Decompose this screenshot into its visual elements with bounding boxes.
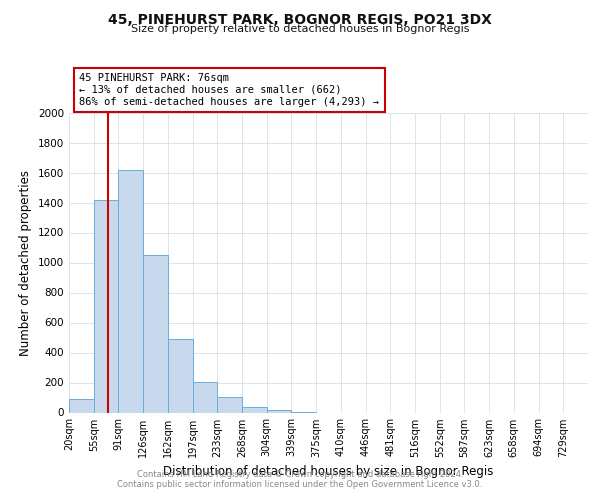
Bar xyxy=(69,399,94,412)
Bar xyxy=(94,200,118,412)
Bar xyxy=(168,339,193,412)
Bar xyxy=(242,406,267,412)
Text: Contains HM Land Registry data © Crown copyright and database right 2024.: Contains HM Land Registry data © Crown c… xyxy=(137,470,463,479)
Text: Contains public sector information licensed under the Open Government Licence v3: Contains public sector information licen… xyxy=(118,480,482,489)
Text: 45, PINEHURST PARK, BOGNOR REGIS, PO21 3DX: 45, PINEHURST PARK, BOGNOR REGIS, PO21 3… xyxy=(108,12,492,26)
Text: Size of property relative to detached houses in Bognor Regis: Size of property relative to detached ho… xyxy=(131,24,469,34)
X-axis label: Distribution of detached houses by size in Bognor Regis: Distribution of detached houses by size … xyxy=(163,465,494,478)
Bar xyxy=(217,397,242,412)
Bar xyxy=(267,410,292,412)
Y-axis label: Number of detached properties: Number of detached properties xyxy=(19,170,32,356)
Bar xyxy=(118,170,143,412)
Bar xyxy=(143,255,168,412)
Text: 45 PINEHURST PARK: 76sqm
← 13% of detached houses are smaller (662)
86% of semi-: 45 PINEHURST PARK: 76sqm ← 13% of detach… xyxy=(79,74,379,106)
Bar xyxy=(193,382,217,412)
